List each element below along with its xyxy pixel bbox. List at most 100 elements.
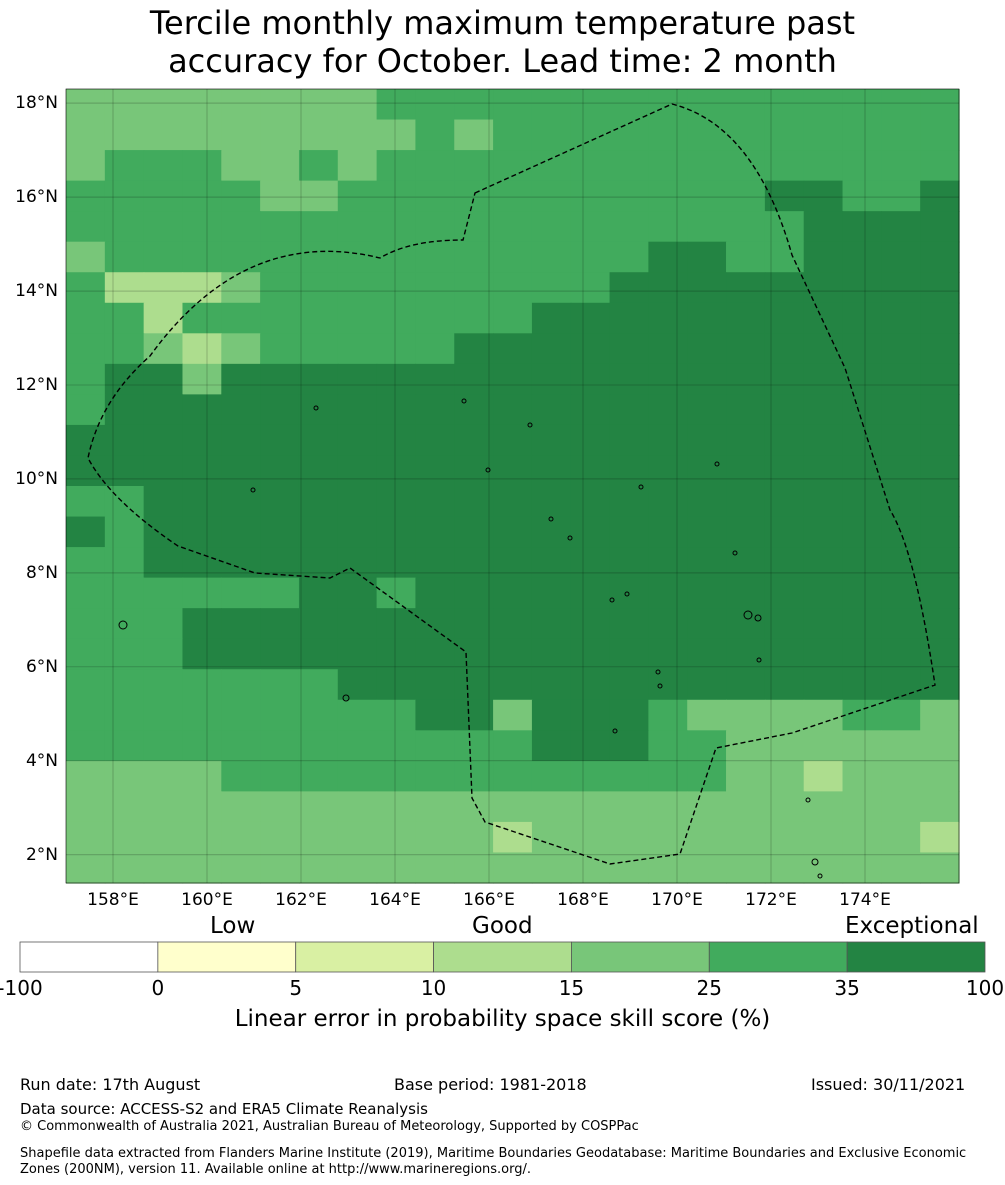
grid-cell [687,180,727,212]
grid-cell [803,89,844,121]
grid-cell [376,516,417,548]
grid-cell [337,760,378,792]
grid-cell [182,363,222,395]
grid-cell [182,394,222,426]
grid-cell [648,241,688,273]
grid-cell [920,119,960,151]
grid-cell [143,791,184,823]
grid-cell [881,211,921,243]
island-outline [732,550,738,556]
grid-cell [415,424,455,457]
grid-cell [143,608,184,640]
grid-cell [764,211,805,243]
grid-cell [182,730,222,762]
grid-cell [260,608,300,640]
grid-cell [104,272,145,304]
grid-cell [609,455,649,487]
grid-cell [531,760,572,792]
grid-cell [221,150,261,182]
grid-cell [570,547,611,579]
grid-cell [298,89,339,121]
grid-cell [454,333,494,365]
longitude-label: 168°E [557,890,609,910]
latitude-label: 14°N [15,281,58,302]
grid-cell [881,455,921,487]
grid-cell [376,730,417,762]
grid-cell [143,119,184,151]
colorbar-tick-label: -100 [0,976,43,1000]
grid-cell [726,577,766,609]
grid-cell [337,730,378,762]
grid-cell [842,333,882,365]
grid-cell [803,730,844,762]
grid-cell [609,424,649,457]
grid-cell [648,211,688,243]
grid-cell [648,455,688,487]
grid-cell [143,302,184,334]
grid-cell [609,119,649,151]
colorbar-tick-label: 100 [965,976,1005,1000]
grid-cell [66,608,106,640]
grid-cell [493,302,533,334]
island-outline [657,683,663,689]
grid-cell [376,150,417,182]
grid-cell [337,180,378,212]
grid-cell [842,211,882,243]
grid-cell [493,699,533,731]
grid-cell [726,363,766,395]
island-outline [527,422,533,428]
grid-cell [726,394,766,426]
grid-cell [298,394,339,426]
grid-cell [803,821,844,854]
colorbar-tick-label: 5 [289,976,303,1000]
grid-cell [493,791,533,823]
grid-cell [648,638,688,670]
grid-cell [221,272,261,304]
latitude-label: 8°N [25,562,58,583]
colorbar-tick-label: 35 [834,976,860,1000]
grid-cell [920,241,960,273]
grid-cell [687,363,727,395]
map-title-line-2: accuracy for October. Lead time: 2 month [168,42,837,80]
grid-cell [376,455,417,487]
grid-cell [337,272,378,304]
grid-cell [881,119,921,151]
grid-cell [376,211,417,243]
grid-cell [609,394,649,426]
grid-cell [842,730,882,762]
grid-cell [764,516,805,548]
grid-cell [726,852,766,884]
grid-cell [842,241,882,273]
map-frame [65,88,960,884]
grid-cell [803,455,844,487]
grid-cell [143,272,184,304]
grid-cell [337,486,378,518]
grid-cell [803,486,844,518]
grid-cell [531,333,572,365]
grid-cell [298,699,339,731]
grid-cell [726,608,766,640]
grid-cell [531,424,572,457]
grid-cell [803,638,844,670]
grid-cell [570,302,611,334]
grid-cell [648,333,688,365]
grid-cell [920,89,960,121]
grid-cell [493,547,533,579]
grid-cell [298,760,339,792]
grid-cell [493,241,533,273]
grid-cell [726,455,766,487]
data-source: Data source: ACCESS-S2 and ERA5 Climate … [20,1100,428,1118]
colorbar-category-good: Good [472,913,533,939]
grid-cell [764,363,805,395]
grid-cell [221,394,261,426]
grid-cell [609,608,649,640]
island-outline [624,591,630,597]
grid-cell [803,394,844,426]
grid-cell [143,211,184,243]
grid-cell [726,821,766,854]
grid-cell [104,791,145,823]
grid-cell [493,89,533,121]
grid-cell [337,852,378,884]
island-outline [250,487,256,493]
